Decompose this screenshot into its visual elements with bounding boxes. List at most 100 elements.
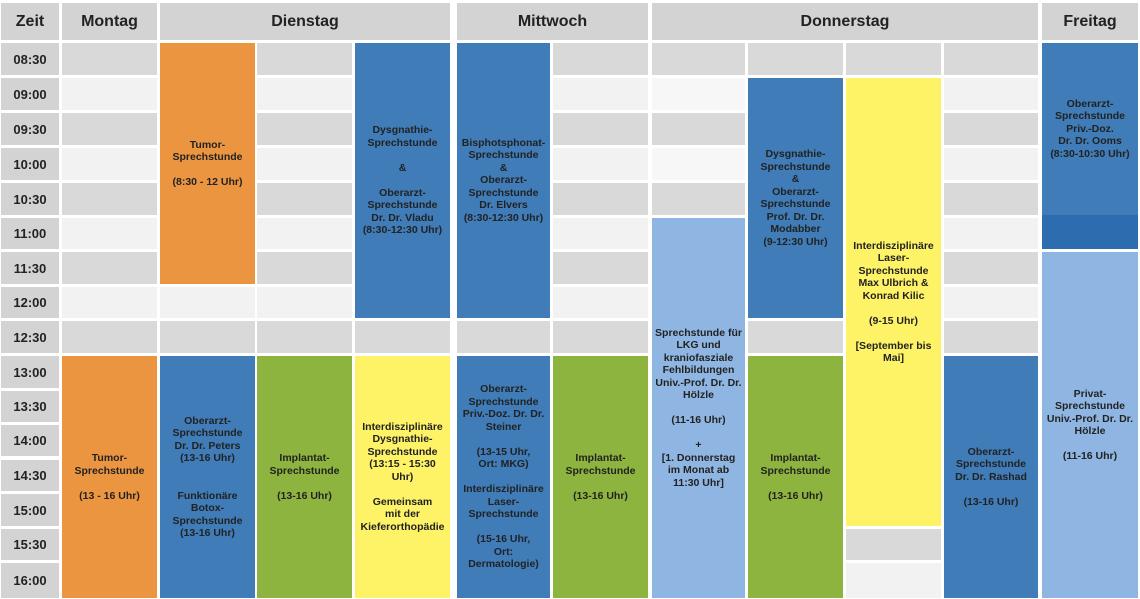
empty-slot xyxy=(944,287,1038,318)
empty-slot xyxy=(257,218,352,249)
empty-slot xyxy=(652,113,745,145)
time-slot: 15:30 xyxy=(1,529,59,560)
empty-slot xyxy=(62,183,157,215)
empty-slot xyxy=(748,321,843,353)
time-label: 08:30 xyxy=(13,51,47,67)
appointment-block[interactable]: Implantat- Sprechstunde (13-16 Uhr) xyxy=(553,356,648,598)
empty-slot xyxy=(257,43,352,75)
empty-slot xyxy=(355,321,450,353)
time-slot: 15:00 xyxy=(1,494,59,526)
empty-slot xyxy=(553,148,648,180)
empty-slot xyxy=(944,43,1038,75)
appointment-block[interactable]: Tumor- Sprechstunde (8:30 - 12 Uhr) xyxy=(160,43,255,284)
empty-slot xyxy=(553,321,648,353)
appointment-text: Implantat- Sprechstunde (13-16 Uhr) xyxy=(565,452,636,502)
empty-slot xyxy=(257,321,352,353)
time-label: 15:30 xyxy=(13,537,47,552)
appointment-block[interactable]: Oberarzt- Sprechstunde Dr. Dr. Peters (1… xyxy=(160,356,255,598)
empty-slot xyxy=(553,218,648,249)
empty-slot xyxy=(553,287,648,318)
empty-slot xyxy=(62,321,157,353)
time-slot: 11:00 xyxy=(1,218,59,249)
appointment-block[interactable]: Privat- Sprechstunde Univ.-Prof. Dr. Dr.… xyxy=(1042,252,1138,598)
appointment-text: Tumor- Sprechstunde (8:30 - 12 Uhr) xyxy=(172,138,243,189)
empty-slot xyxy=(257,148,352,180)
empty-slot xyxy=(944,78,1038,110)
appointment-block[interactable]: Bisphotsphonat- Sprechstunde & Oberarzt-… xyxy=(457,43,550,318)
appointment-block[interactable]: Oberarzt- Sprechstunde Priv.-Doz. Dr. Dr… xyxy=(1042,43,1138,215)
header-day-label: Montag xyxy=(81,12,138,30)
time-label: 16:00 xyxy=(13,573,47,588)
time-label: 14:00 xyxy=(13,433,47,448)
empty-slot xyxy=(62,113,157,145)
appointment-block[interactable]: Interdisziplinäre Dysgnathie- Sprechstun… xyxy=(355,356,450,598)
time-label: 09:30 xyxy=(13,121,47,137)
time-slot: 11:30 xyxy=(1,252,59,284)
empty-slot xyxy=(62,287,157,318)
empty-slot xyxy=(257,183,352,215)
appointment-text: Dysgnathie- Sprechstunde & Oberarzt- Spr… xyxy=(362,124,443,237)
freitag-transition-band xyxy=(1042,215,1138,249)
appointment-block[interactable]: Oberarzt- Sprechstunde Dr. Dr. Rashad (1… xyxy=(944,356,1038,598)
empty-slot xyxy=(944,218,1038,249)
appointment-block[interactable]: Implantat- Sprechstunde (13-16 Uhr) xyxy=(748,356,843,598)
empty-slot xyxy=(160,321,255,353)
empty-slot xyxy=(944,113,1038,145)
header-day-freitag: Freitag xyxy=(1042,3,1138,40)
appointment-text: Dysgnathie- Sprechstunde & Oberarzt- Spr… xyxy=(760,148,831,248)
appointment-block[interactable]: Dysgnathie- Sprechstunde & Oberarzt- Spr… xyxy=(748,78,843,318)
empty-slot xyxy=(652,183,745,215)
empty-slot xyxy=(652,148,745,180)
empty-slot xyxy=(846,43,941,75)
header-day-label: Donnerstag xyxy=(800,12,890,30)
appointment-block[interactable]: Interdisziplinäre Laser- Sprechstunde Ma… xyxy=(846,78,941,526)
time-label: 13:00 xyxy=(13,364,47,380)
empty-slot xyxy=(846,529,941,560)
appointment-text: Oberarzt- Sprechstunde Priv.-Doz. Dr. Dr… xyxy=(462,383,545,571)
empty-slot xyxy=(553,78,648,110)
empty-slot xyxy=(944,148,1038,180)
time-slot: 12:00 xyxy=(1,287,59,318)
time-slot: 10:00 xyxy=(1,148,59,180)
header-time-label: Zeit xyxy=(15,12,45,30)
appointment-text: Implantat- Sprechstunde (13-16 Uhr) xyxy=(269,452,340,502)
empty-slot xyxy=(62,78,157,110)
appointment-block[interactable]: Dysgnathie- Sprechstunde & Oberarzt- Spr… xyxy=(355,43,450,318)
header-time: Zeit xyxy=(1,3,59,40)
appointment-text: Tumor- Sprechstunde (13 - 16 Uhr) xyxy=(74,452,145,502)
empty-slot xyxy=(652,43,745,75)
time-label: 10:00 xyxy=(13,156,47,172)
appointment-text: Sprechstunde für LKG und kraniofasziale … xyxy=(655,326,742,489)
time-slot: 14:30 xyxy=(1,460,59,491)
appointment-block[interactable]: Implantat- Sprechstunde (13-16 Uhr) xyxy=(257,356,352,598)
empty-slot xyxy=(944,321,1038,353)
time-slot: 08:30 xyxy=(1,43,59,75)
time-label: 11:00 xyxy=(13,226,47,241)
time-slot: 13:00 xyxy=(1,356,59,388)
appointment-text: Interdisziplinäre Dysgnathie- Sprechstun… xyxy=(360,420,445,533)
empty-slot xyxy=(62,43,157,75)
time-label: 11:30 xyxy=(13,260,47,276)
time-label: 12:30 xyxy=(13,329,47,345)
appointment-block[interactable]: Tumor- Sprechstunde (13 - 16 Uhr) xyxy=(62,356,157,598)
empty-slot xyxy=(257,252,352,284)
appointment-block[interactable]: Sprechstunde für LKG und kraniofasziale … xyxy=(652,218,745,598)
empty-slot xyxy=(553,113,648,145)
appointment-block[interactable]: Oberarzt- Sprechstunde Priv.-Doz. Dr. Dr… xyxy=(457,356,550,598)
empty-slot xyxy=(748,43,843,75)
empty-slot xyxy=(257,113,352,145)
time-slot: 09:00 xyxy=(1,78,59,110)
time-label: 13:30 xyxy=(13,399,47,414)
header-day-dienstag: Dienstag xyxy=(160,3,450,40)
appointment-text: Privat- Sprechstunde Univ.-Prof. Dr. Dr.… xyxy=(1046,387,1134,463)
empty-slot xyxy=(652,78,745,110)
empty-slot xyxy=(160,287,255,318)
empty-slot xyxy=(553,183,648,215)
header-day-mittwoch: Mittwoch xyxy=(457,3,648,40)
empty-slot xyxy=(944,183,1038,215)
appointment-text: Interdisziplinäre Laser- Sprechstunde Ma… xyxy=(853,239,934,365)
header-day-donnerstag: Donnerstag xyxy=(652,3,1038,40)
empty-slot xyxy=(553,252,648,284)
time-label: 12:00 xyxy=(13,295,47,310)
header-day-label: Dienstag xyxy=(271,12,339,30)
